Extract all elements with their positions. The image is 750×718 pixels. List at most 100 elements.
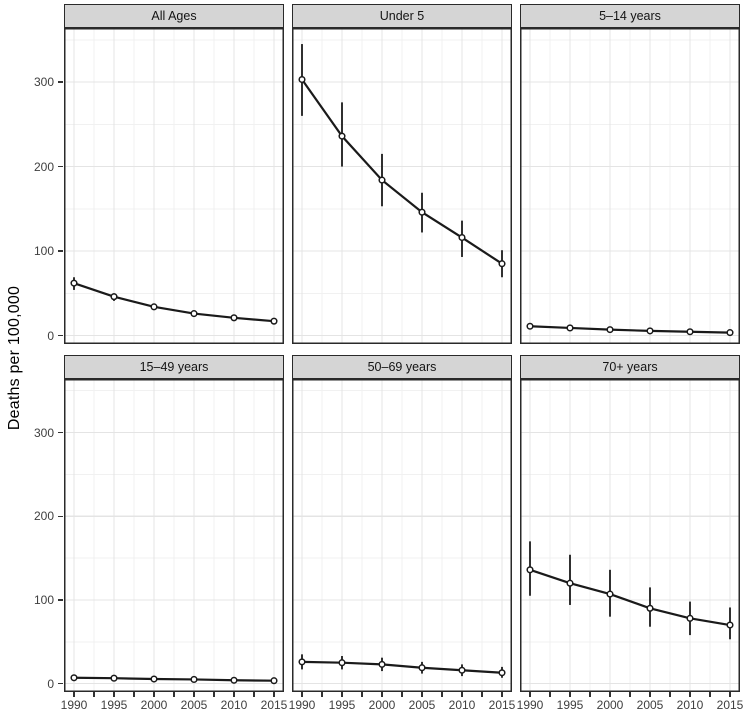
x-axis-tick-label: 1990 [516,698,544,712]
data-point [726,329,734,337]
facet-panel [64,379,284,692]
facet-strip: 70+ years [520,355,740,379]
data-point [686,614,694,622]
y-axis-tick-label: 300 [33,75,54,90]
x-axis-tick [481,692,483,697]
data-point [230,676,238,684]
y-axis-tick [58,682,63,685]
facet-panel [292,28,512,344]
x-axis-tick-label: 2010 [676,698,704,712]
data-point [110,674,118,682]
x-axis-tick [321,692,323,697]
facet-strip: 50–69 years [292,355,512,379]
y-axis-tick-label: 100 [33,244,54,259]
x-axis-tick-label: 2010 [448,698,476,712]
facet-strip: 15–49 years [64,355,284,379]
x-axis-tick [233,692,235,697]
data-point [298,75,306,84]
data-point [686,328,694,336]
x-axis-tick [193,692,195,697]
data-point [270,317,278,325]
x-axis-tick [461,692,463,697]
y-axis-tick-label: 0 [47,328,54,343]
x-axis-tick [381,692,383,697]
data-point [498,669,506,677]
facet-strip-label: All Ages [151,9,197,23]
facet-strip-label: 5–14 years [599,9,661,23]
y-axis-tick-label: 200 [33,509,54,524]
x-axis-tick [669,692,671,697]
x-axis-tick [609,692,611,697]
y-axis-tick [58,334,63,337]
x-axis-tick-label: 2015 [488,698,516,712]
x-axis-tick [441,692,443,697]
y-axis-tick-label: 100 [33,592,54,607]
x-axis-tick-label: 2005 [180,698,208,712]
x-axis-tick-label: 1995 [556,698,584,712]
data-point [646,327,654,335]
data-point [150,303,158,311]
data-series [298,44,506,278]
x-axis-tick [501,692,503,697]
x-axis-tick-label: 2000 [596,698,624,712]
y-axis-tick [58,250,63,252]
x-axis-tick-label: 2000 [140,698,168,712]
y-axis-tick [58,165,63,168]
data-point [70,674,78,682]
x-axis-tick [401,692,403,697]
x-axis-tick [729,692,731,697]
y-axis-tick-label: 0 [47,676,54,691]
data-point [458,666,466,674]
data-point [338,659,346,667]
y-axis-tick [58,81,63,83]
x-axis-tick-label: 2000 [368,698,396,712]
data-point [110,293,118,301]
x-axis-tick [301,692,303,697]
data-series [70,674,278,685]
data-point [606,590,614,598]
facet-strip-label: Under 5 [379,9,425,23]
y-axis-tick [58,515,63,517]
data-point [298,658,306,666]
data-point [230,314,238,322]
x-axis-tick-label: 1995 [100,698,128,712]
facet-strip-label: 50–69 years [367,360,437,374]
data-point [378,660,386,668]
x-axis-tick-label: 1995 [328,698,356,712]
x-axis-tick [529,692,531,697]
facet-strip: 5–14 years [520,4,740,28]
data-point [270,677,278,685]
facet-strip-label: 70+ years [602,360,658,374]
data-point [458,233,466,242]
y-axis-tick-label: 200 [33,159,54,174]
x-axis-tick [569,692,571,697]
data-point [526,566,534,574]
x-axis-tick-label: 2005 [636,698,664,712]
y-axis-tick-label: 300 [33,425,54,440]
x-axis-tick [589,692,591,697]
y-axis-tick [58,599,63,601]
x-axis-tick [273,692,275,697]
x-axis-tick-label: 1990 [288,698,316,712]
data-point [526,322,534,330]
facet-panel [520,379,740,692]
data-series [70,277,278,325]
data-point [190,310,198,318]
data-point [338,132,346,140]
x-axis-tick [93,692,95,697]
x-axis-tick [153,692,155,697]
data-point [190,675,198,683]
x-axis-tick-label: 2010 [220,698,248,712]
data-point [566,579,574,587]
x-axis-tick [629,692,631,697]
facet-panel [292,379,512,692]
x-axis-tick [173,692,175,697]
facet-strip: All Ages [64,4,284,28]
x-axis-tick [689,692,691,697]
data-series [526,322,734,337]
data-point [726,621,734,629]
facet-panel [520,28,740,344]
x-axis-tick [253,692,255,697]
